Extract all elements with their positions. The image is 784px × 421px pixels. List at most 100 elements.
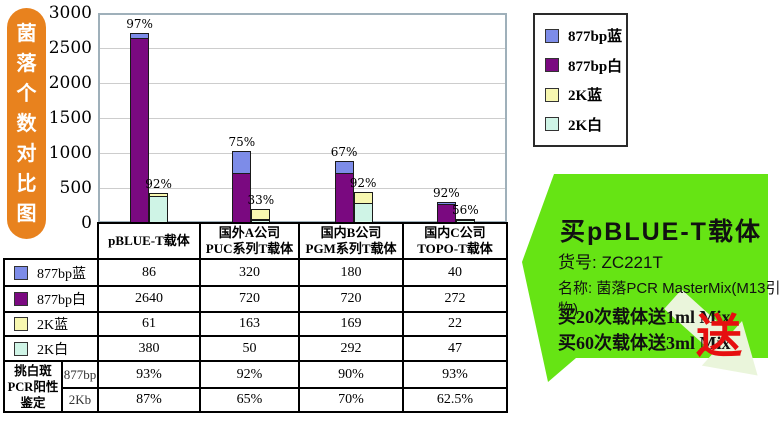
pcr-sub-label-text: 2Kb (68, 392, 92, 407)
gridline (100, 118, 505, 119)
y-axis-tick-label: 2000 (48, 73, 92, 93)
table-cell: 50 (199, 335, 300, 362)
table-column-header-line: 国内B公司 (320, 225, 382, 240)
table-cell: 40 (402, 258, 508, 287)
bar-segment-877bp蓝 (130, 33, 150, 40)
bar-segment-2K蓝 (149, 193, 169, 198)
legend-item: 2K蓝 (545, 84, 626, 105)
table-column-header-line: PGM系列T载体 (305, 241, 397, 256)
bar-percent-label: 97% (126, 17, 153, 32)
legend-swatch (545, 58, 559, 73)
table-cell: 163 (199, 311, 300, 337)
bar-segment-877bp蓝 (232, 151, 252, 174)
table-cell: 86 (97, 258, 201, 287)
gridline (100, 153, 505, 154)
y-axis-tick-label: 1500 (48, 108, 92, 128)
bar-segment-2K蓝 (455, 218, 475, 221)
table-column-header: pBLUE-T载体 (97, 222, 201, 260)
y-axis-tick-label: 1000 (48, 143, 92, 163)
pcr-group-header-line: 鉴定 (20, 395, 46, 410)
table-cell: 87% (97, 387, 201, 413)
bar-segment-2K白 (353, 202, 373, 223)
table-column-header-line: pBLUE-T载体 (108, 233, 190, 248)
table-column-header: 国内C公司 TOPO-T载体 (402, 222, 508, 260)
legend-swatch (545, 117, 559, 132)
y-axis-tick-label: 3000 (48, 3, 92, 23)
bar-segment-877bp蓝 (334, 161, 354, 174)
table-cell: 320 (199, 258, 300, 287)
row-label: 877bp白 (37, 293, 86, 308)
table-row-header: 877bp白 (3, 285, 99, 313)
bar-percent-label: 92% (145, 177, 172, 192)
row-label: 877bp蓝 (37, 266, 86, 282)
table-column-header: 国内B公司 PGM系列T载体 (298, 222, 404, 260)
legend-item: 877bp白 (545, 55, 626, 76)
legend-item: 2K白 (545, 114, 626, 135)
table-cell: 720 (199, 285, 300, 313)
table-cell: 93% (402, 360, 508, 389)
bar-percent-label: 92% (349, 175, 377, 190)
table-column-header-line: PUC系列T载体 (205, 241, 294, 256)
gridline (100, 188, 505, 189)
row-swatch (14, 292, 28, 306)
legend-label: 877bp白 (568, 58, 623, 75)
row-swatch (14, 317, 28, 331)
table-column-header-line: 国内C公司 (424, 225, 486, 240)
table-cell: 61 (97, 311, 201, 337)
y-axis-tick-label: 0 (81, 213, 92, 233)
promo-title: 买pBLUE-T载体 (560, 218, 762, 246)
row-swatch (14, 341, 28, 356)
banner-char: 比 (16, 172, 37, 195)
table-cell: 62.5% (402, 387, 508, 413)
bar-percent-label: 75% (228, 135, 256, 150)
chart-title-banner: 菌落个数对比图 (7, 8, 46, 239)
row-label: 2K蓝 (37, 318, 69, 333)
table-cell: 90% (298, 360, 404, 389)
gift-text: 送 (696, 311, 742, 362)
table-row-header: 2K白 (3, 335, 99, 362)
banner-char: 落 (16, 52, 37, 75)
table-cell: 65% (199, 387, 300, 413)
banner-char: 对 (16, 142, 37, 165)
chart-plot-area (98, 13, 507, 223)
banner-char: 个 (16, 82, 37, 105)
table-cell: 720 (298, 285, 404, 313)
banner-char: 数 (16, 112, 37, 135)
bar-segment-877bp白 (130, 38, 150, 223)
table-cell: 272 (402, 285, 508, 313)
table-cell: 22 (402, 311, 508, 337)
table-cell: 380 (97, 335, 201, 362)
table-cell: 92% (199, 360, 300, 389)
row-label: 2K白 (37, 342, 69, 358)
bar-segment-877bp蓝 (436, 202, 456, 205)
table-column-header-line: TOPO-T载体 (417, 241, 493, 256)
banner-char: 图 (16, 202, 37, 225)
bar-percent-label: 56% (452, 202, 479, 217)
table-cell: 70% (298, 387, 404, 413)
table-cell: 292 (298, 335, 404, 362)
legend-swatch (545, 87, 559, 102)
y-axis-tick-label: 500 (59, 178, 92, 198)
bar-segment-2K白 (149, 196, 169, 223)
table-row-header: 2K蓝 (3, 311, 99, 337)
banner-char: 菌 (16, 22, 37, 45)
pcr-group-header-line: PCR阳性 (7, 379, 59, 394)
bar-percent-label: 33% (247, 193, 275, 208)
pcr-sub-label-text: 877bp (63, 366, 97, 382)
legend-item: 877bp蓝 (545, 25, 626, 46)
gridline (100, 48, 505, 49)
pcr-group-header-line: 挑白斑 (14, 363, 52, 378)
gridline (100, 83, 505, 84)
promo-offer-2: 买60次载体送3ml Mix (558, 333, 731, 353)
bar-segment-2K蓝 (251, 209, 271, 221)
table-cell: 47 (402, 335, 508, 362)
bar-segment-2K蓝 (353, 191, 373, 204)
legend-label: 2K蓝 (568, 88, 603, 105)
table-column-header: 国外A公司 PUC系列T载体 (199, 222, 300, 260)
y-axis-tick-label: 2500 (48, 38, 92, 58)
legend-swatch (545, 28, 559, 43)
pcr-sub-row-label: 877bp (61, 360, 99, 389)
row-swatch (14, 265, 28, 280)
legend-label: 877bp蓝 (568, 29, 623, 46)
